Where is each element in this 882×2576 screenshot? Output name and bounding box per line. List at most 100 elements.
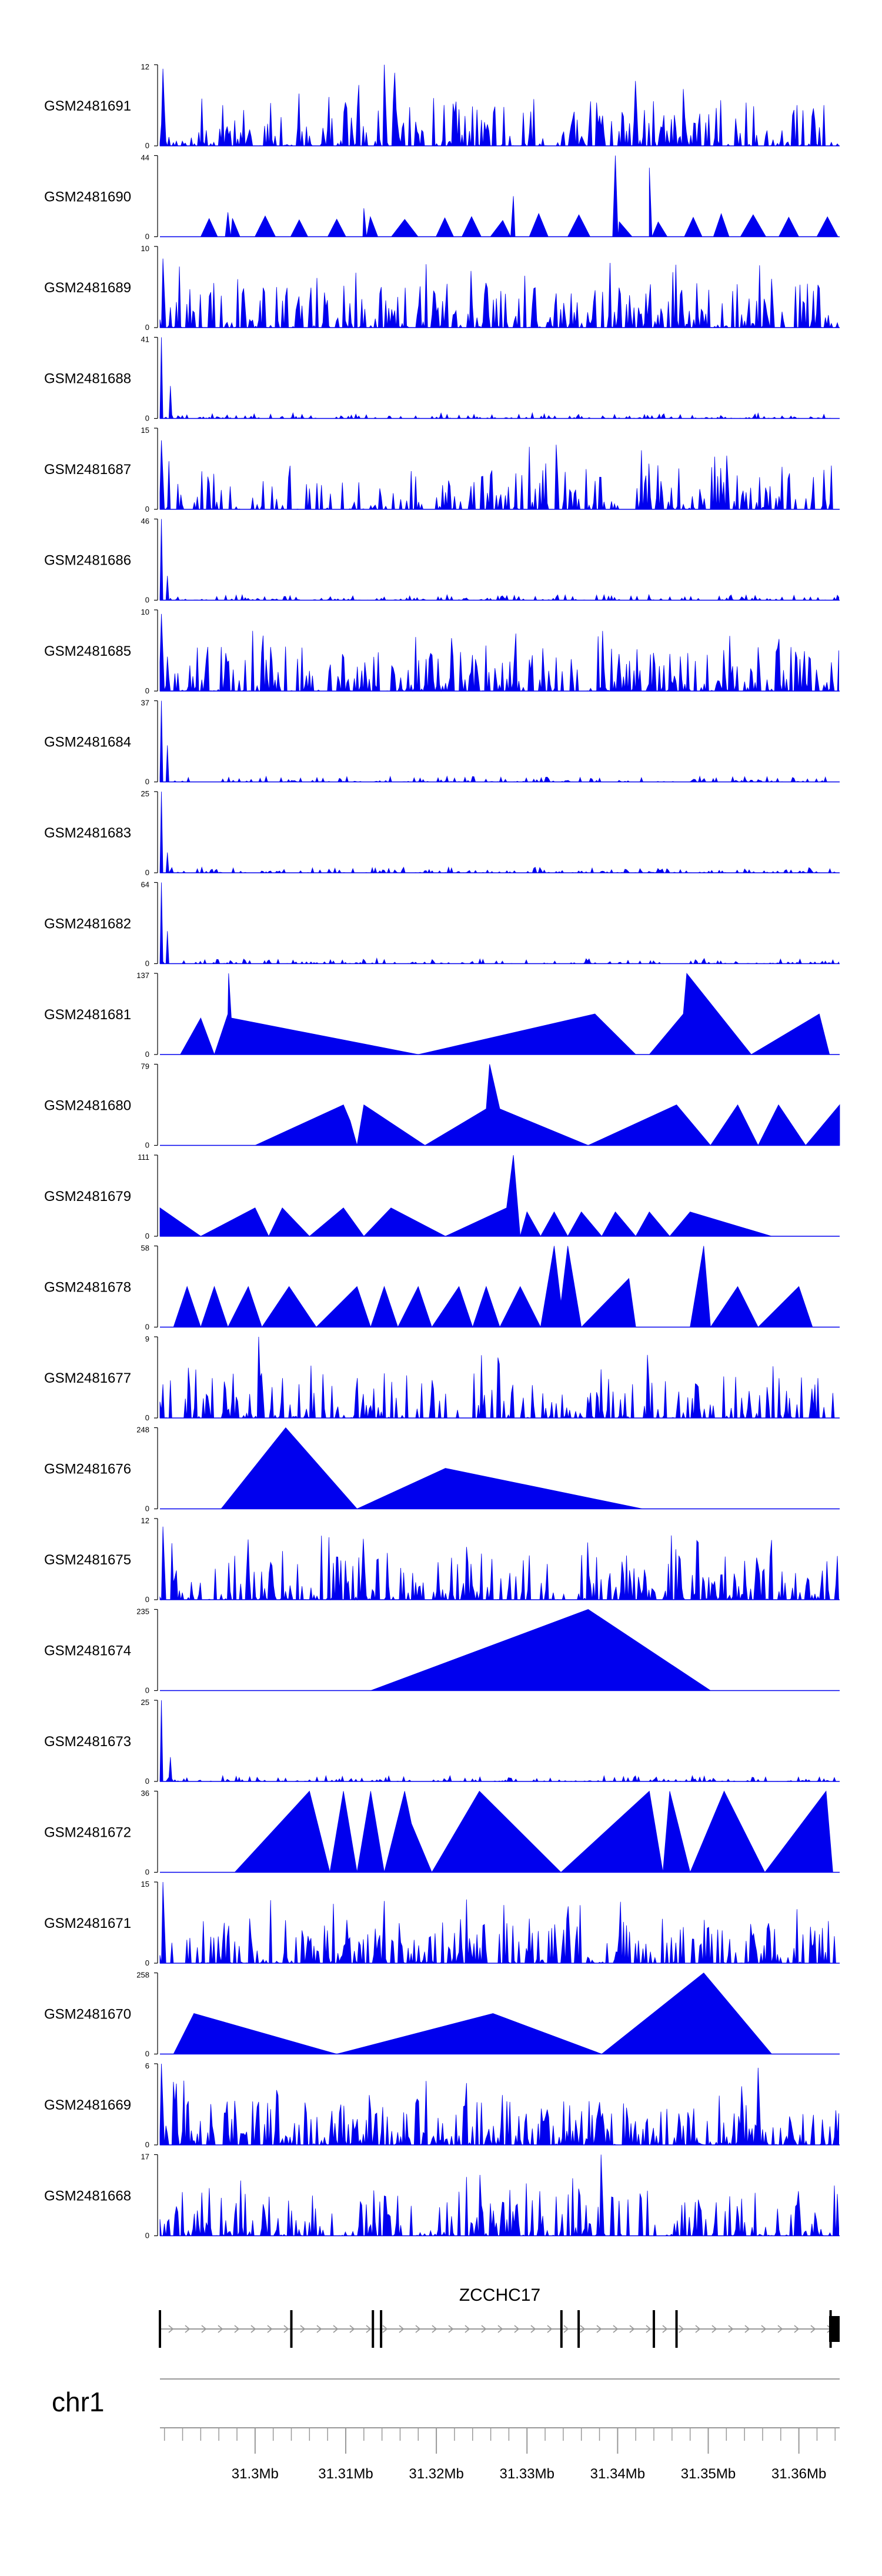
strand-arrow <box>646 2325 652 2333</box>
coverage-area <box>160 155 840 238</box>
track-max-label: 10 <box>141 608 149 616</box>
coverage-area <box>159 64 839 147</box>
track-label: GSM2481679 <box>44 1189 131 1204</box>
track-max-label: 6 <box>145 2061 149 2070</box>
coverage-area <box>159 519 839 601</box>
track-GSM2481677: GSM2481677 9 0 <box>44 1334 840 1422</box>
track-GSM2481672: GSM2481672 36 0 <box>44 1789 840 1877</box>
strand-arrow <box>250 2325 256 2333</box>
track-label: GSM2481673 <box>44 1734 131 1750</box>
ruler-ticks: 31.3Mb 31.31Mb 31.32Mb 31.33Mb 31.34Mb 31.35M… <box>163 2428 836 2482</box>
strand-arrow <box>679 2325 684 2333</box>
track-label: GSM2481686 <box>44 553 131 569</box>
coverage-tracks: GSM2481691120GSM2481690440GSM2481689100G… <box>44 62 840 2240</box>
track-label: GSM2481677 <box>44 1370 131 1386</box>
exon <box>560 2310 563 2348</box>
coverage-area <box>159 882 839 965</box>
strand-arrow <box>563 2325 569 2333</box>
track-label: GSM2481683 <box>44 825 131 841</box>
coverage-area <box>159 440 839 510</box>
track-min-label: 0 <box>145 232 149 241</box>
strand-arrow <box>728 2325 734 2333</box>
track-label: GSM2481675 <box>44 1552 131 1568</box>
track-max-label: 44 <box>141 154 149 162</box>
track-label: GSM2481691 <box>44 98 131 114</box>
track-max-label: 79 <box>141 1062 149 1071</box>
track-GSM2481676: GSM2481676 248 0 <box>44 1426 840 1513</box>
gene-track: ZCCHC17 <box>159 2285 840 2348</box>
strand-arrow <box>497 2325 503 2333</box>
strand-arrow <box>794 2325 800 2333</box>
strand-arrow <box>596 2325 602 2333</box>
track-min-label: 0 <box>145 1141 149 1150</box>
coverage-area <box>159 258 840 329</box>
track-GSM2481674: GSM2481674 235 0 <box>44 1607 840 1695</box>
track-label: GSM2481685 <box>44 643 131 659</box>
strand-arrow <box>283 2325 289 2333</box>
track-min-label: 0 <box>145 1050 149 1059</box>
strand-arrow <box>300 2325 306 2333</box>
track-GSM2481687: GSM2481687 15 0 <box>44 426 840 513</box>
track-max-label: 9 <box>145 1334 149 1343</box>
track-min-label: 0 <box>145 868 149 877</box>
track-GSM2481686: GSM2481686 46 0 <box>44 517 840 605</box>
ruler-tick-label: 31.34Mb <box>590 2466 645 2482</box>
track-label: GSM2481681 <box>44 1007 131 1023</box>
strand-arrow <box>711 2325 717 2333</box>
strand-arrow <box>201 2325 207 2333</box>
strand-arrow <box>514 2325 520 2333</box>
ruler-tick-label: 31.35Mb <box>681 2466 736 2482</box>
strand-arrow <box>415 2325 421 2333</box>
track-label: GSM2481687 <box>44 462 131 478</box>
track-max-label: 64 <box>141 880 149 889</box>
track-GSM2481689: GSM2481689 10 0 <box>44 244 840 332</box>
strand-arrow <box>218 2325 223 2333</box>
coverage-area <box>234 1790 833 1873</box>
ruler-tick-label: 31.31Mb <box>318 2466 373 2482</box>
coverage-area <box>220 1427 643 1509</box>
strand-arrow <box>530 2325 536 2333</box>
track-min-label: 0 <box>145 1413 149 1422</box>
track-max-label: 10 <box>141 244 149 253</box>
ruler-tick-label: 31.36Mb <box>771 2466 826 2482</box>
track-GSM2481683: GSM2481683 25 0 <box>44 789 840 877</box>
track-label: GSM2481678 <box>44 1280 131 1296</box>
track-GSM2481668: GSM2481668 17 0 <box>44 2153 840 2240</box>
track-min-label: 0 <box>145 2140 149 2149</box>
track-label: GSM2481671 <box>44 1916 131 1931</box>
gene-name-label: ZCCHC17 <box>459 2285 540 2305</box>
strand-arrow <box>333 2325 339 2333</box>
chromosome-label: chr1 <box>52 2387 104 2417</box>
track-min-label: 0 <box>145 1232 149 1240</box>
coverage-area <box>159 791 839 874</box>
track-max-label: 25 <box>141 789 149 798</box>
track-label: GSM2481676 <box>44 1461 131 1477</box>
track-max-label: 15 <box>141 1880 149 1888</box>
track-GSM2481669: GSM2481669 6 0 <box>44 2061 840 2149</box>
strand-arrow <box>234 2325 240 2333</box>
track-min-label: 0 <box>145 1868 149 1877</box>
track-GSM2481673: GSM2481673 25 0 <box>44 1698 840 1786</box>
track-GSM2481681: GSM2481681 137 0 <box>44 971 840 1059</box>
strand-arrow <box>629 2325 635 2333</box>
track-min-label: 0 <box>145 1595 149 1604</box>
coverage-area <box>159 1154 772 1237</box>
track-min-label: 0 <box>145 1958 149 1967</box>
ruler-tick-label: 31.3Mb <box>232 2466 279 2482</box>
exon <box>380 2310 383 2348</box>
track-max-label: 111 <box>138 1153 149 1162</box>
strand-arrow <box>547 2325 553 2333</box>
coverage-area <box>180 972 830 1056</box>
strand-arrow <box>777 2325 783 2333</box>
track-label: GSM2481668 <box>44 2188 131 2204</box>
track-label: GSM2481670 <box>44 2007 131 2023</box>
track-label: GSM2481672 <box>44 1825 131 1841</box>
exon <box>372 2310 375 2348</box>
strand-arrow <box>662 2325 668 2333</box>
coverage-area <box>159 1336 839 1419</box>
coverage-area <box>173 1246 813 1328</box>
strand-arrow <box>448 2325 454 2333</box>
track-GSM2481680: GSM2481680 79 0 <box>44 1062 840 1150</box>
strand-arrow <box>349 2325 355 2333</box>
